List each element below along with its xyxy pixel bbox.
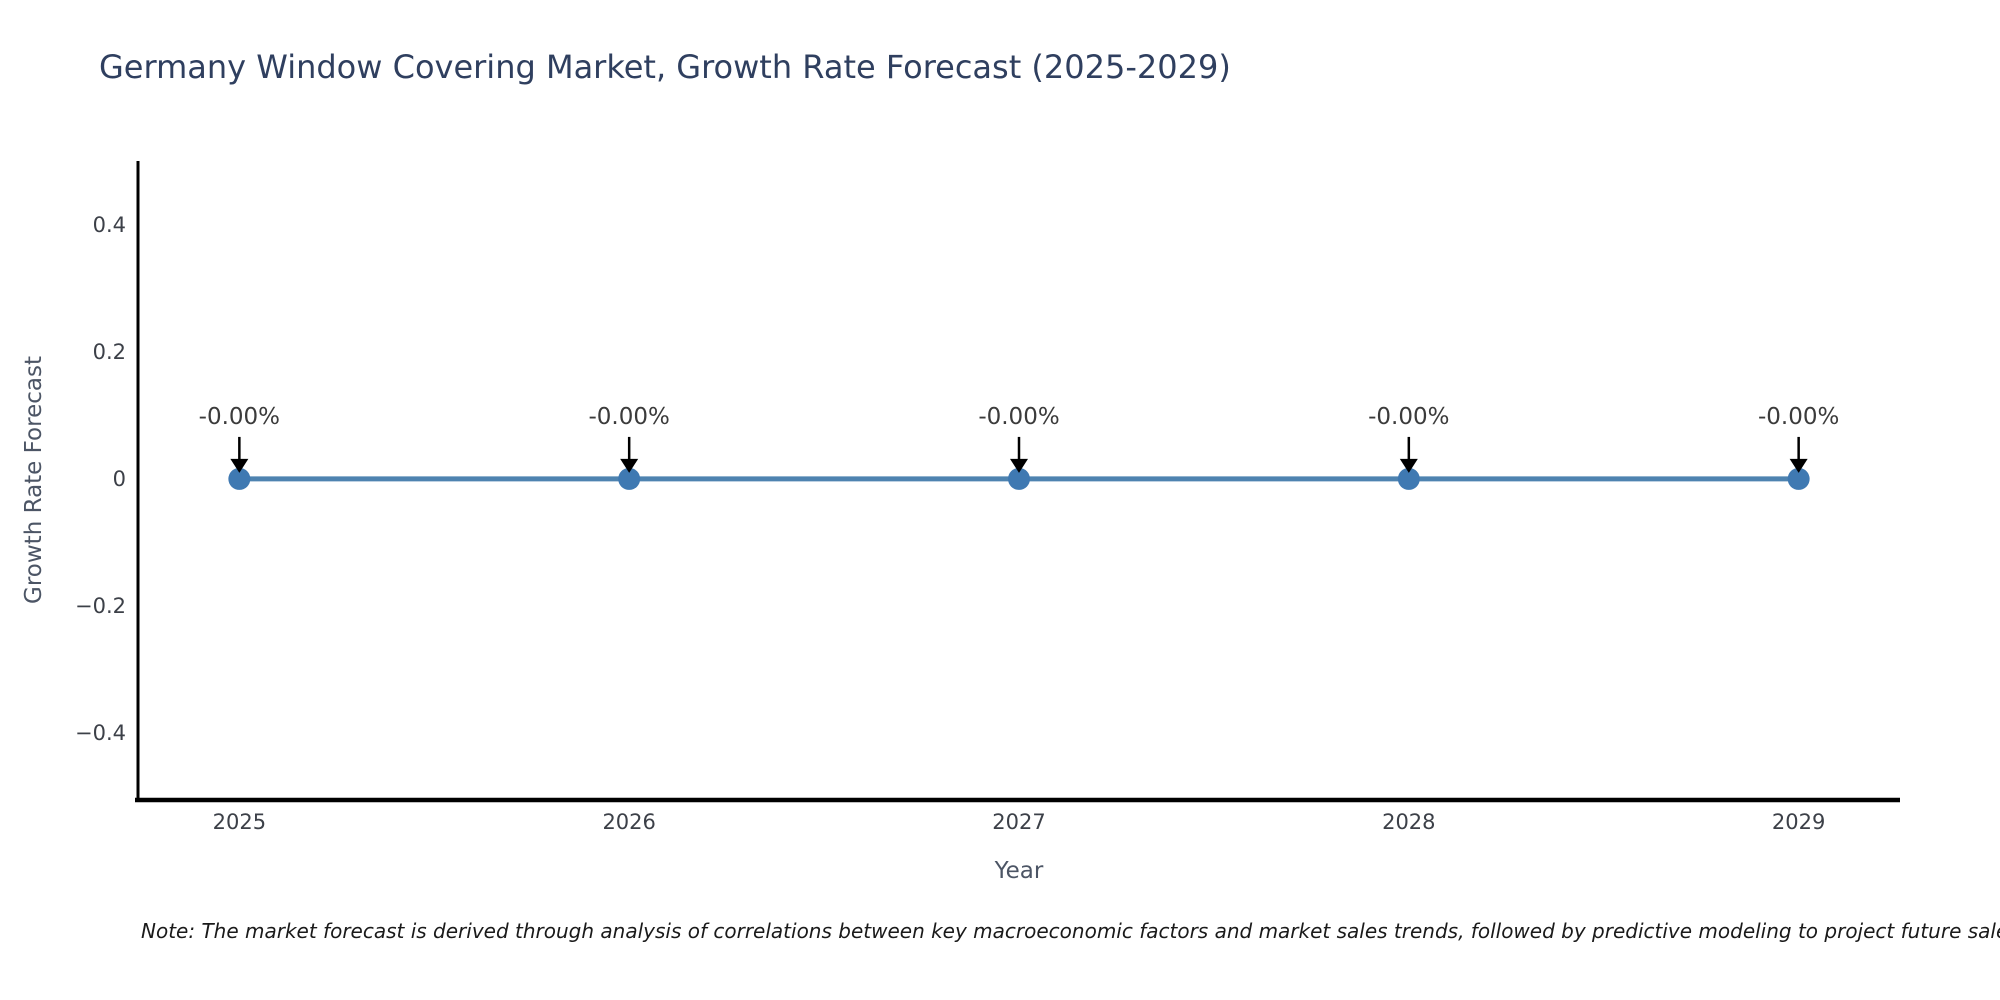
data-point-marker — [618, 467, 641, 490]
x-tick-label: 2025 — [212, 810, 267, 834]
data-point-marker — [1397, 467, 1420, 490]
y-tick-label: −0.4 — [75, 721, 126, 746]
x-axis-title: Year — [994, 858, 1044, 884]
point-annotation-label: -0.00% — [198, 403, 281, 430]
x-tick-label: 2027 — [992, 810, 1046, 834]
chart-title: Germany Window Covering Market, Growth R… — [99, 48, 1231, 86]
annotation-arrow-head — [1399, 458, 1418, 473]
point-annotation-label: -0.00% — [978, 403, 1060, 430]
data-point-marker — [1008, 467, 1030, 490]
x-tick-label: 2026 — [602, 810, 656, 834]
data-point-marker — [228, 467, 251, 490]
annotation-arrow-head — [1010, 458, 1028, 473]
x-tick-label: 2028 — [1382, 810, 1436, 834]
annotation-arrow-head — [620, 458, 639, 473]
y-tick-label: −0.2 — [75, 594, 126, 619]
annotation-arrow-head — [1789, 458, 1808, 473]
data-point-marker — [1787, 467, 1810, 490]
y-tick-label: 0 — [112, 466, 126, 491]
point-annotation-label: -0.00% — [1757, 403, 1840, 430]
point-annotation-label: -0.00% — [1368, 403, 1450, 430]
x-tick-label: 2029 — [1771, 810, 1826, 834]
y-tick-label: 0.4 — [92, 212, 126, 237]
footnote: Note: The market forecast is derived thr… — [141, 919, 2000, 943]
y-tick-label: 0.2 — [92, 339, 126, 364]
point-annotation-label: -0.00% — [588, 403, 670, 430]
annotation-arrow-head — [230, 458, 249, 473]
